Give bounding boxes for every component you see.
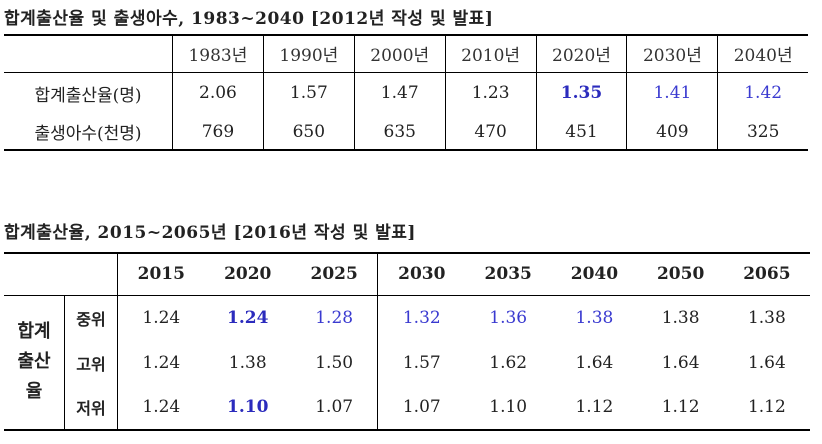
fertility-rate-table-2016: 2015 2020 2025 2030 2035 2040 2050 2065 … [4,252,810,431]
table1-year-header: 2040년 [717,35,808,72]
table-cell: 635 [353,114,446,150]
table-row: 고위 1.24 1.38 1.50 1.57 1.62 1.64 1.64 1.… [4,340,810,385]
table-cell: 1.12 [747,397,786,417]
table1-header-row: 1983년 1990년 2000년 2010년 2020년 2030년 2040… [4,35,808,72]
table1-year-header: 2010년 [444,35,537,72]
table-row: 저위 1.24 1.10 1.07 1.07 1.10 1.12 1.12 1.… [4,385,810,430]
table-cell-highlight: 1.32 [377,295,466,340]
table-cell: 1.10 [489,397,528,417]
table-cell: 1.47 [353,72,446,114]
table-cell: 1.24 [142,307,181,328]
table-cell-highlight: 1.41 [626,72,718,114]
row-label-medium: 중위 [64,295,118,340]
table-cell: 650 [262,114,355,150]
table-cell: 1.64 [661,352,700,373]
table-cell-highlight: 1.24 [227,307,269,328]
row-label-high: 고위 [64,340,118,385]
table2-year-header: 2020 [224,264,272,285]
table-cell: 1.62 [489,352,528,373]
table-cell: 1.38 [661,307,700,328]
table-cell: 1.24 [142,352,181,373]
table-cell: 325 [717,114,808,150]
table1-year-header: 2020년 [535,35,627,72]
table-cell: 1.38 [228,352,267,373]
table-cell: 1.12 [575,397,614,417]
table-cell: 1.64 [747,352,786,373]
table-cell-highlight: 1.36 [489,307,528,328]
table2-year-header: 2025 [310,264,358,285]
table-row: 출생아수(천명) 769 650 635 470 451 409 325 [4,114,808,150]
group-label-fertility-rate: 합계 출산 율 [4,295,65,430]
table-cell: 1.64 [575,352,614,373]
table2-year-header: 2030 [377,253,466,295]
table1-year-header: 2030년 [626,35,718,72]
table-cell-highlight: 1.10 [227,397,269,417]
table2-corner-cell [4,253,118,295]
birth-rate-table-2012: 1983년 1990년 2000년 2010년 2020년 2030년 2040… [4,34,808,151]
table-cell: 1.50 [315,352,354,373]
table1-year-header: 1983년 [172,35,264,72]
table1-corner-cell [4,35,173,72]
table-cell: 1.07 [377,385,466,430]
table2-year-header: 2040 [570,264,619,285]
row-label-births: 출생아수(천명) [34,124,142,144]
table-cell: 1.24 [142,397,181,417]
table1-title: 합계출산율 및 출생아수, 1983~2040 [2012년 작성 및 발표] [4,9,494,29]
table-cell: 409 [626,114,718,150]
table-cell: 470 [444,114,537,150]
table2-year-header: 2065 [743,264,791,285]
table-cell: 1.38 [747,307,786,328]
table2-header-row: 2015 2020 2025 2030 2035 2040 2050 2065 [4,253,810,295]
table-cell: 1.07 [315,397,354,417]
table1-year-header: 2000년 [353,35,446,72]
table-cell-highlight: 1.42 [717,72,808,114]
table-cell: 2.06 [172,72,264,114]
table-cell: 1.12 [661,397,700,417]
table-cell: 451 [535,114,627,150]
table-cell-highlight: 1.28 [315,307,354,328]
table-cell: 769 [172,114,264,150]
table2-year-header: 2015 [137,264,185,285]
table-cell: 1.57 [262,72,355,114]
table-cell-highlight: 1.35 [535,72,627,114]
table-cell-highlight: 1.38 [575,307,614,328]
table-cell: 1.23 [444,72,537,114]
table1-year-header: 1990년 [262,35,355,72]
row-label-low: 저위 [64,385,118,430]
table-row: 합계 출산 율 중위 1.24 1.24 1.28 1.32 1.36 1.38 1… [4,295,810,430]
table2-year-header: 2035 [484,264,532,285]
group-label-line: 합계 출산 율 [17,321,51,403]
table-row: 합계출산율(명) 2.06 1.57 1.47 1.23 1.35 1.41 1… [4,72,808,114]
table2-title: 합계출산율, 2015~2065년 [2016년 작성 및 발표] [4,223,416,243]
table2-year-header: 2050 [656,264,705,285]
row-label-fertility-rate: 합계출산율(명) [34,85,142,106]
table-cell: 1.57 [377,340,466,385]
